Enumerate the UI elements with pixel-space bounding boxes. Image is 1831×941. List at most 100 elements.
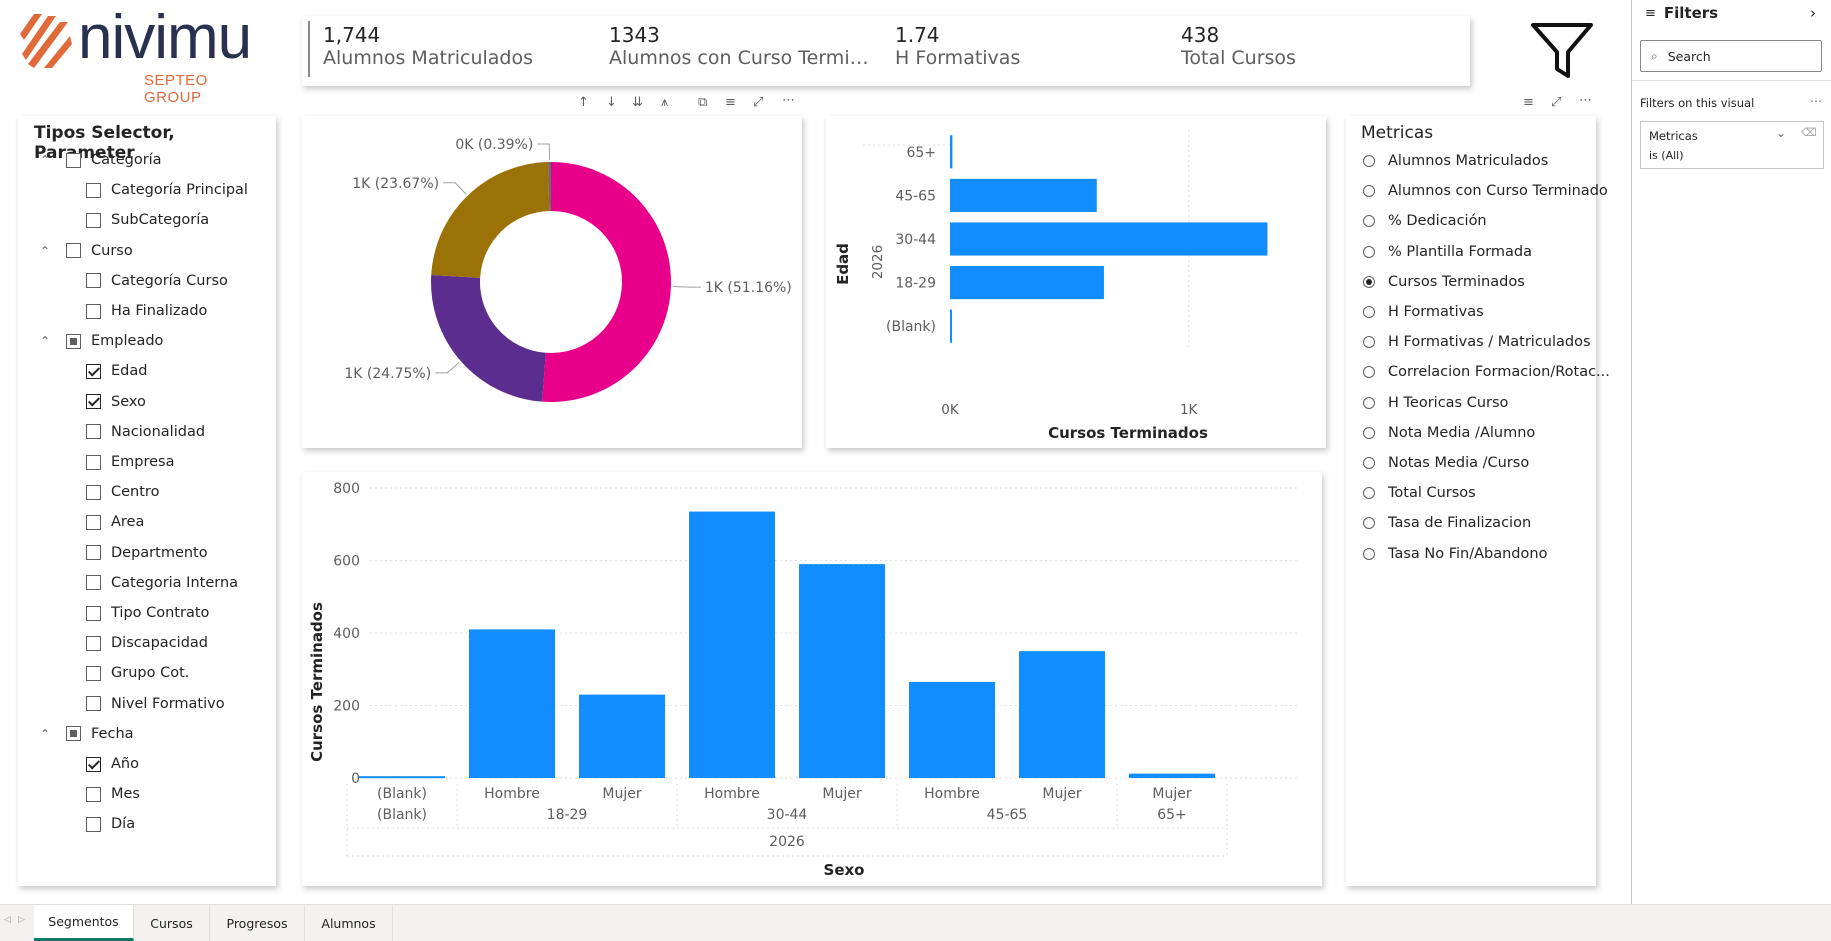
slicer-item[interactable]: Nacionalidad bbox=[86, 421, 205, 443]
more-icon[interactable]: ⋯ bbox=[1579, 93, 1592, 108]
checkbox[interactable] bbox=[86, 363, 101, 379]
chevron-up-icon[interactable]: ⌃ bbox=[40, 334, 51, 349]
metric-option[interactable]: Total Cursos bbox=[1363, 482, 1476, 504]
checkbox[interactable] bbox=[86, 605, 101, 621]
tab-cursos[interactable]: Cursos bbox=[134, 905, 210, 941]
slicer-item[interactable]: Empresa bbox=[86, 451, 175, 473]
metric-option[interactable]: H Teoricas Curso bbox=[1363, 392, 1508, 414]
radio-button[interactable] bbox=[1363, 487, 1375, 500]
filters-search-box[interactable]: ⌕ Search bbox=[1640, 40, 1822, 72]
slicer-item[interactable]: Centro bbox=[86, 481, 159, 503]
bar[interactable] bbox=[359, 776, 445, 779]
donut-slice[interactable] bbox=[431, 162, 550, 278]
bar[interactable] bbox=[950, 309, 952, 343]
metric-option[interactable]: % Dedicación bbox=[1363, 210, 1487, 232]
checkbox[interactable] bbox=[86, 394, 101, 410]
slicer-item[interactable]: Discapacidad bbox=[86, 632, 208, 654]
metric-option[interactable]: Cursos Terminados bbox=[1363, 271, 1525, 293]
checkbox[interactable] bbox=[86, 575, 101, 591]
checkbox[interactable] bbox=[86, 635, 101, 651]
radio-button[interactable] bbox=[1363, 185, 1375, 198]
slicer-item[interactable]: ⌃ Curso bbox=[36, 240, 133, 262]
slicer-item[interactable]: Mes bbox=[86, 783, 140, 805]
bar[interactable] bbox=[469, 629, 555, 778]
slicer-item[interactable]: Categoría Principal bbox=[86, 179, 248, 201]
metric-option[interactable]: Tasa de Finalizacion bbox=[1363, 512, 1531, 534]
slicer-item[interactable]: Grupo Cot. bbox=[86, 662, 189, 684]
radio-button[interactable] bbox=[1363, 517, 1375, 530]
slicer-item[interactable]: ⌃ Categoría bbox=[36, 149, 162, 171]
tab-alumnos[interactable]: Alumnos bbox=[305, 905, 393, 941]
funnel-filter-icon[interactable] bbox=[1530, 22, 1594, 80]
slicer-item[interactable]: ⌃ Empleado bbox=[36, 330, 163, 352]
radio-button[interactable] bbox=[1363, 215, 1375, 228]
bar[interactable] bbox=[950, 135, 953, 169]
bar[interactable] bbox=[950, 178, 1097, 212]
radio-button[interactable] bbox=[1363, 336, 1375, 349]
tab-progresos[interactable]: Progresos bbox=[210, 905, 305, 941]
checkbox[interactable] bbox=[66, 152, 81, 168]
radio-button[interactable] bbox=[1363, 547, 1375, 560]
radio-button[interactable] bbox=[1363, 275, 1375, 288]
donut-slice[interactable] bbox=[542, 162, 671, 402]
focus-icon[interactable]: ⤢ bbox=[753, 95, 764, 110]
tab-next-icon[interactable]: ▷ bbox=[18, 915, 25, 925]
radio-button[interactable] bbox=[1363, 306, 1375, 318]
metric-option[interactable]: H Formativas / Matriculados bbox=[1363, 331, 1591, 353]
bar[interactable] bbox=[1019, 651, 1105, 778]
bar[interactable] bbox=[950, 266, 1104, 300]
slicer-item[interactable]: Departmento bbox=[86, 542, 208, 564]
radio-button[interactable] bbox=[1363, 426, 1375, 439]
slicer-item[interactable]: ⌃ Fecha bbox=[36, 723, 134, 745]
donut-slice[interactable] bbox=[548, 162, 551, 212]
collapse-pane-icon[interactable]: › bbox=[1810, 4, 1816, 22]
metric-option[interactable]: H Formativas bbox=[1363, 301, 1484, 323]
checkbox[interactable] bbox=[86, 665, 101, 681]
focus-icon[interactable]: ⤢ bbox=[1551, 95, 1562, 110]
slicer-item[interactable]: Area bbox=[86, 511, 144, 533]
checkbox[interactable] bbox=[86, 424, 101, 440]
slicer-item[interactable]: Categoria Interna bbox=[86, 572, 238, 594]
double-arrow-down-icon[interactable]: ⇊ bbox=[632, 95, 643, 110]
checkbox[interactable] bbox=[86, 273, 101, 289]
slicer-item[interactable]: SubCategoría bbox=[86, 209, 209, 231]
checkbox[interactable] bbox=[86, 454, 101, 470]
checkbox[interactable] bbox=[86, 303, 101, 319]
slicer-item[interactable]: Nivel Formativo bbox=[86, 693, 225, 715]
tab-segmentos[interactable]: Segmentos bbox=[34, 905, 134, 941]
radio-button[interactable] bbox=[1363, 366, 1375, 379]
checkbox[interactable] bbox=[66, 333, 81, 349]
hierarchy-icon[interactable]: ⩚ bbox=[661, 95, 669, 110]
checkbox[interactable] bbox=[86, 816, 101, 832]
checkbox[interactable] bbox=[66, 243, 81, 259]
checkbox[interactable] bbox=[86, 545, 101, 561]
bar[interactable] bbox=[689, 511, 775, 778]
checkbox[interactable] bbox=[66, 726, 81, 742]
slicer-item[interactable]: Edad bbox=[86, 360, 147, 382]
eraser-icon[interactable]: ⌫ bbox=[1801, 126, 1817, 139]
bar[interactable] bbox=[950, 222, 1268, 256]
search-input[interactable]: Search bbox=[1667, 48, 1711, 64]
metric-option[interactable]: % Plantilla Formada bbox=[1363, 241, 1532, 263]
slicer-item[interactable]: Día bbox=[86, 813, 135, 835]
slicer-item[interactable]: Ha Finalizado bbox=[86, 300, 207, 322]
chevron-up-icon[interactable]: ⌃ bbox=[40, 243, 51, 258]
metric-option[interactable]: Nota Media /Alumno bbox=[1363, 422, 1535, 444]
metric-option[interactable]: Tasa No Fin/Abandono bbox=[1363, 543, 1547, 565]
bar[interactable] bbox=[579, 694, 665, 778]
more-icon[interactable]: ⋯ bbox=[1810, 94, 1822, 108]
donut-slice[interactable] bbox=[431, 274, 546, 402]
checkbox[interactable] bbox=[86, 484, 101, 500]
arrow-down-icon[interactable]: ↓ bbox=[606, 95, 617, 110]
checkbox[interactable] bbox=[86, 756, 101, 772]
bar[interactable] bbox=[909, 681, 995, 778]
filter-icon[interactable]: ≡ bbox=[725, 95, 736, 110]
metric-option[interactable]: Alumnos Matriculados bbox=[1363, 150, 1548, 172]
checkbox[interactable] bbox=[86, 696, 101, 712]
radio-button[interactable] bbox=[1363, 396, 1375, 409]
bar[interactable] bbox=[1129, 773, 1215, 778]
metric-option[interactable]: Alumnos con Curso Terminado bbox=[1363, 180, 1608, 202]
metric-option[interactable]: Correlacion Formacion/Rotac... bbox=[1363, 361, 1610, 383]
filter-card-metricas[interactable]: Metricas is (All) ⌄ ⌫ bbox=[1640, 121, 1824, 169]
checkbox[interactable] bbox=[86, 786, 101, 802]
